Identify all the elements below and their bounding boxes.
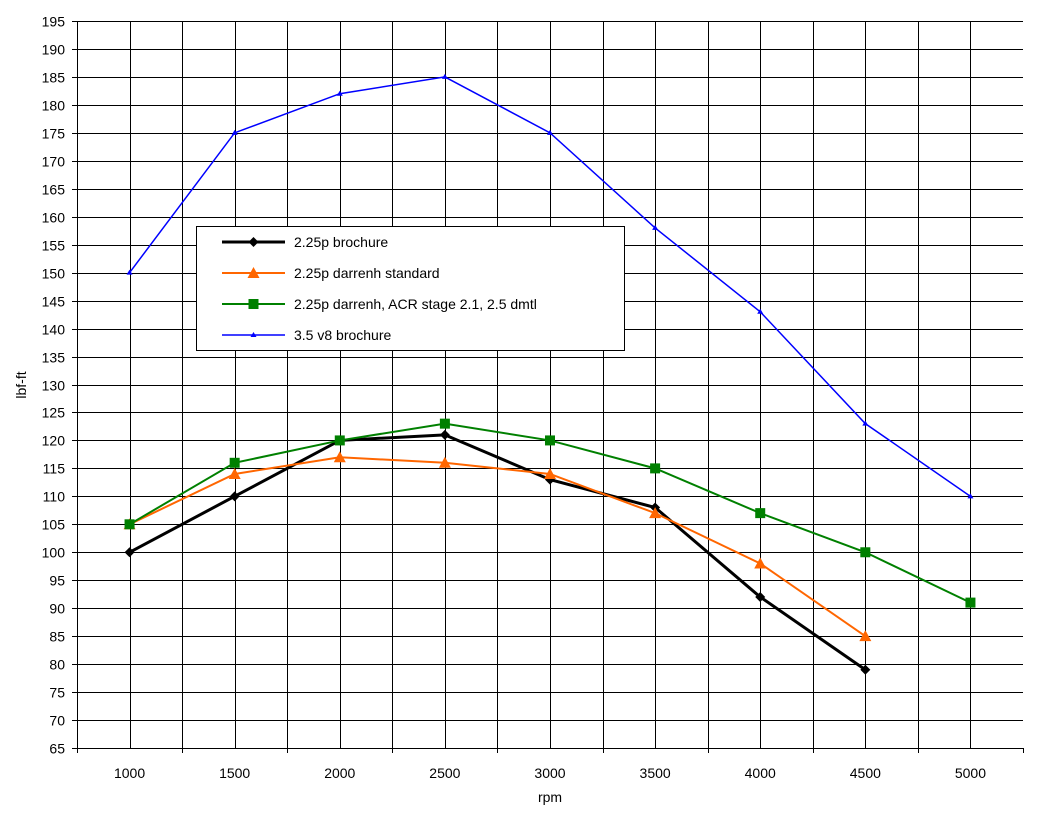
square-marker <box>545 435 555 446</box>
y-tick-label: 115 <box>43 461 66 477</box>
diamond-marker <box>860 664 871 675</box>
x-tick-label: 1500 <box>219 765 250 781</box>
x-tick-label: 3500 <box>640 765 671 781</box>
legend-box <box>196 226 625 351</box>
y-axis-label: lbf-ft <box>13 371 29 398</box>
x-axis-label: rpm <box>538 789 562 805</box>
legend: 2.25p brochure 2.25p darrenh standard 2.25… <box>196 226 625 351</box>
triangle-marker <box>126 269 133 275</box>
x-tick-label: 2000 <box>324 765 355 781</box>
square-marker <box>439 418 450 429</box>
y-tick-label: 75 <box>49 685 65 701</box>
triangle-marker <box>250 332 257 337</box>
y-tick-label: 95 <box>49 573 65 589</box>
x-axis: 1000 1500 2000 2500 3000 3500 4000 4500 5000 <box>77 748 1024 781</box>
y-tick-label: 145 <box>42 294 66 310</box>
triangle-marker <box>438 456 451 468</box>
triangle-marker <box>336 90 343 96</box>
y-tick-label: 140 <box>42 322 66 338</box>
y-tick-label: 135 <box>42 350 66 366</box>
series-3 <box>126 73 974 499</box>
square-marker <box>124 519 135 530</box>
y-tick-label: 70 <box>49 713 65 729</box>
diamond-marker <box>124 547 135 558</box>
grid <box>77 21 1023 748</box>
y-tick-label: 165 <box>42 182 66 198</box>
y-tick-label: 130 <box>42 378 66 394</box>
square-marker <box>860 547 871 558</box>
triangle-marker <box>859 630 872 642</box>
y-tick-label: 185 <box>42 70 66 86</box>
diamond-marker <box>248 237 259 247</box>
series-line <box>128 433 867 671</box>
y-tick-label: 125 <box>42 405 66 421</box>
triangle-marker <box>333 451 346 463</box>
triangle-marker <box>754 557 767 569</box>
series-line <box>129 456 866 637</box>
square-marker <box>229 457 240 468</box>
diamond-marker <box>439 429 450 440</box>
y-tick-label: 190 <box>42 42 66 58</box>
triangle-marker <box>547 129 553 135</box>
y-tick-label: 65 <box>49 741 65 757</box>
triangle-marker <box>967 493 974 499</box>
legend-label: 2.25p darrenh, ACR stage 2.1, 2.5 dmtl <box>294 296 537 312</box>
x-tick-label: 5000 <box>955 765 986 781</box>
x-tick-label: 4500 <box>850 765 881 781</box>
y-tick-label: 80 <box>49 657 65 673</box>
y-tick-label: 155 <box>42 238 66 254</box>
square-marker <box>248 299 259 309</box>
triangle-marker <box>649 507 662 519</box>
x-tick-label: 2500 <box>429 765 460 781</box>
triangle-marker <box>757 308 764 314</box>
series-2 <box>124 418 976 608</box>
triangle-marker <box>247 267 260 278</box>
triangle-marker <box>228 467 241 479</box>
y-tick-label: 170 <box>42 154 66 170</box>
legend-label: 2.25p brochure <box>294 234 388 250</box>
x-tick-label: 4000 <box>745 765 776 781</box>
y-axis: 65 70 75 80 85 90 95 100 105 110 115 120 125 130 135 14… <box>42 14 78 757</box>
square-marker <box>965 597 976 608</box>
y-tick-label: 100 <box>42 545 66 561</box>
square-marker <box>755 508 766 519</box>
diamond-marker <box>755 592 766 603</box>
legend-label: 3.5 v8 brochure <box>294 327 391 343</box>
diamond-marker <box>229 491 240 502</box>
triangle-marker <box>862 420 869 426</box>
y-tick-label: 160 <box>42 210 66 226</box>
y-tick-label: 120 <box>42 433 66 449</box>
y-tick-label: 85 <box>49 629 65 645</box>
series-group <box>123 73 976 675</box>
y-tick-label: 105 <box>42 517 66 533</box>
triangle-marker <box>441 73 448 79</box>
triangle-marker <box>231 129 238 135</box>
square-marker <box>334 435 345 446</box>
y-tick-label: 90 <box>49 601 65 617</box>
y-tick-label: 150 <box>42 266 66 282</box>
triangle-marker <box>544 467 556 479</box>
y-tick-label: 175 <box>42 126 66 142</box>
square-marker <box>650 463 661 474</box>
y-tick-label: 180 <box>42 98 66 114</box>
x-tick-label: 3000 <box>534 765 565 781</box>
x-tick-label: 1000 <box>114 765 145 781</box>
y-tick-label: 110 <box>43 489 66 505</box>
y-tick-label: 195 <box>42 14 66 30</box>
triangle-marker <box>652 224 659 230</box>
legend-label: 2.25p darrenh standard <box>294 265 440 281</box>
